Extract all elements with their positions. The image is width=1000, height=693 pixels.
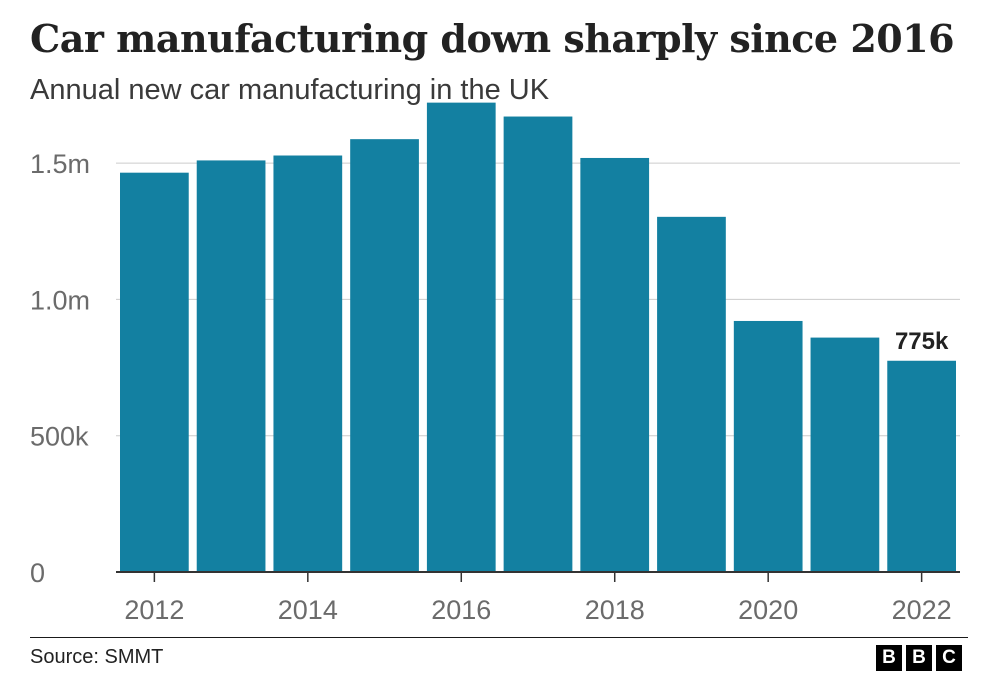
x-tick-label: 2020 [738, 595, 798, 625]
bar-2017 [503, 116, 573, 572]
bar-2020 [733, 320, 803, 572]
bbc-logo-letter: B [906, 645, 932, 671]
y-tick-label: 1.0m [30, 285, 90, 315]
bar-2013 [196, 160, 266, 572]
x-tick-label: 2018 [585, 595, 645, 625]
x-tick-label: 2014 [278, 595, 338, 625]
bar-2015 [350, 139, 419, 573]
y-tick-label: 500k [30, 422, 89, 452]
x-tick-label: 2016 [431, 595, 491, 625]
bar-2018 [580, 157, 650, 573]
y-tick-label: 0 [30, 558, 45, 588]
bar-2019 [657, 216, 726, 573]
chart-subtitle: Annual new car manufacturing in the UK [30, 74, 550, 106]
bar-2016 [426, 102, 496, 572]
chart-title: Car manufacturing down sharply since 201… [30, 16, 955, 61]
bar-2012 [120, 172, 189, 572]
data-label-2022: 775k [895, 328, 949, 355]
bbc-logo-letter: C [936, 645, 962, 671]
y-tick-label: 1.5m [30, 149, 90, 179]
source-note: Source: SMMT [30, 646, 164, 668]
bbc-logo: B B C [876, 645, 962, 671]
bar-2021 [810, 337, 880, 572]
bar-2014 [273, 155, 343, 572]
bar-2022 [887, 360, 956, 572]
footer-divider [30, 637, 968, 638]
bbc-logo-letter: B [876, 645, 902, 671]
x-tick-label: 2012 [124, 595, 184, 625]
x-tick-label: 2022 [892, 595, 952, 625]
